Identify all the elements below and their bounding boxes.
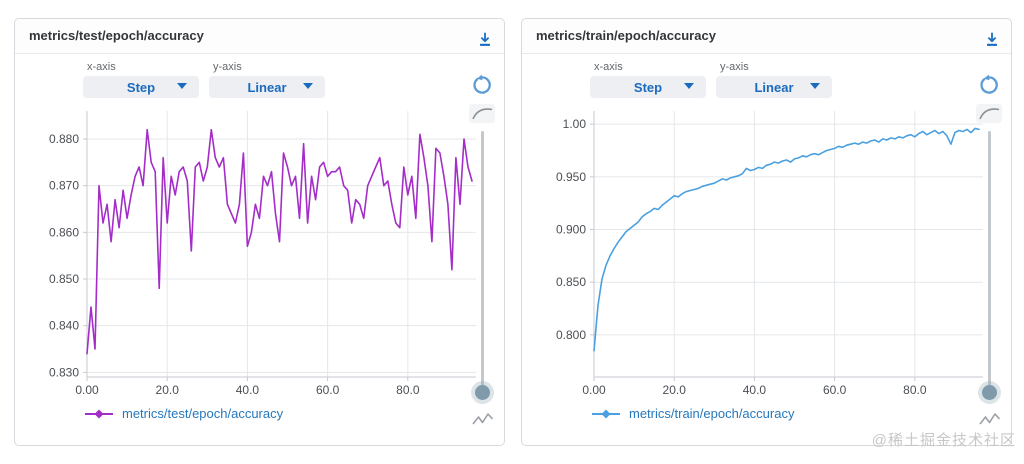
legend-item[interactable]: metrics/test/epoch/accuracy [85, 406, 283, 421]
x-axis-dropdown[interactable]: Step [83, 76, 199, 98]
raw-line-icon [471, 411, 495, 429]
y-axis-control: y-axis Linear [716, 61, 832, 98]
svg-text:0.900: 0.900 [556, 223, 586, 237]
smooth-curve-icon [976, 104, 1002, 123]
svg-text:0.830: 0.830 [49, 365, 79, 379]
legend-item[interactable]: metrics/train/epoch/accuracy [592, 406, 794, 421]
smoothing-slider-handle[interactable] [982, 385, 997, 400]
panel-title: metrics/test/epoch/accuracy [29, 28, 204, 43]
smooth-curve-icon [469, 104, 495, 123]
y-axis-dropdown[interactable]: Linear [209, 76, 325, 98]
x-axis-dropdown-value: Step [633, 79, 663, 95]
legend-label: metrics/train/epoch/accuracy [629, 406, 795, 421]
chevron-down-icon [303, 83, 313, 89]
legend-label: metrics/test/epoch/accuracy [122, 406, 284, 421]
smoothing-slider-track[interactable] [988, 131, 991, 389]
svg-text:0.840: 0.840 [49, 319, 79, 333]
x-axis-label: x-axis [87, 61, 116, 73]
x-axis-dropdown[interactable]: Step [590, 76, 706, 98]
reset-zoom-icon[interactable] [978, 74, 1000, 96]
svg-text:0.860: 0.860 [49, 225, 79, 239]
svg-text:60.0: 60.0 [823, 383, 847, 397]
svg-text:20.0: 20.0 [663, 383, 687, 397]
svg-text:60.0: 60.0 [316, 383, 340, 397]
chart-controls: x-axis Step y-axis Linear [522, 61, 1011, 117]
svg-text:0.950: 0.950 [556, 170, 586, 184]
y-axis-dropdown-value: Linear [754, 79, 794, 95]
svg-text:0.850: 0.850 [49, 272, 79, 286]
svg-text:0.00: 0.00 [582, 383, 606, 397]
y-axis-label: y-axis [213, 61, 242, 73]
svg-text:0.800: 0.800 [556, 328, 586, 342]
svg-text:0.880: 0.880 [49, 132, 79, 146]
y-axis-label: y-axis [720, 61, 749, 73]
raw-line-icon [978, 411, 1002, 429]
x-axis-label: x-axis [594, 61, 623, 73]
legend-marker-icon [85, 409, 113, 418]
svg-text:80.0: 80.0 [903, 383, 927, 397]
download-icon[interactable] [476, 27, 494, 46]
x-axis-dropdown-value: Step [126, 79, 156, 95]
watermark: @稀土掘金技术社区 [871, 432, 1016, 449]
reset-zoom-icon[interactable] [471, 74, 493, 96]
svg-text:40.0: 40.0 [743, 383, 767, 397]
chart-controls: x-axis Step y-axis Linear [15, 61, 504, 117]
svg-text:1.00: 1.00 [563, 117, 587, 131]
y-axis-control: y-axis Linear [209, 61, 325, 98]
chevron-down-icon [177, 83, 187, 89]
svg-text:0.870: 0.870 [49, 179, 79, 193]
chevron-down-icon [684, 83, 694, 89]
x-axis-control: x-axis Step [590, 61, 706, 98]
download-icon[interactable] [983, 27, 1001, 46]
panel-titlebar: metrics/train/epoch/accuracy [522, 19, 1011, 54]
chevron-down-icon [810, 83, 820, 89]
svg-text:0.850: 0.850 [556, 275, 586, 289]
svg-text:40.0: 40.0 [236, 383, 260, 397]
panel-train-accuracy: metrics/train/epoch/accuracy x-axis Step… [521, 18, 1012, 446]
panel-test-accuracy: metrics/test/epoch/accuracy x-axis Step … [14, 18, 505, 446]
panel-titlebar: metrics/test/epoch/accuracy [15, 19, 504, 54]
legend-marker-icon [592, 409, 620, 418]
svg-text:80.0: 80.0 [396, 383, 420, 397]
smoothing-slider-track[interactable] [481, 131, 484, 389]
svg-text:20.0: 20.0 [156, 383, 180, 397]
line-chart-train-accuracy[interactable]: 1.00 0.950 0.900 0.850 0.800 0.00 20.0 40.0 60.0… [528, 105, 988, 403]
svg-text:0.00: 0.00 [75, 383, 99, 397]
panel-title: metrics/train/epoch/accuracy [536, 28, 716, 43]
y-axis-dropdown-value: Linear [247, 79, 287, 95]
y-axis-dropdown[interactable]: Linear [716, 76, 832, 98]
smoothing-slider-handle[interactable] [475, 385, 490, 400]
x-axis-control: x-axis Step [83, 61, 199, 98]
line-chart-test-accuracy[interactable]: 0.880 0.870 0.860 0.850 0.840 0.830 0.00 20.0 40… [21, 105, 481, 403]
